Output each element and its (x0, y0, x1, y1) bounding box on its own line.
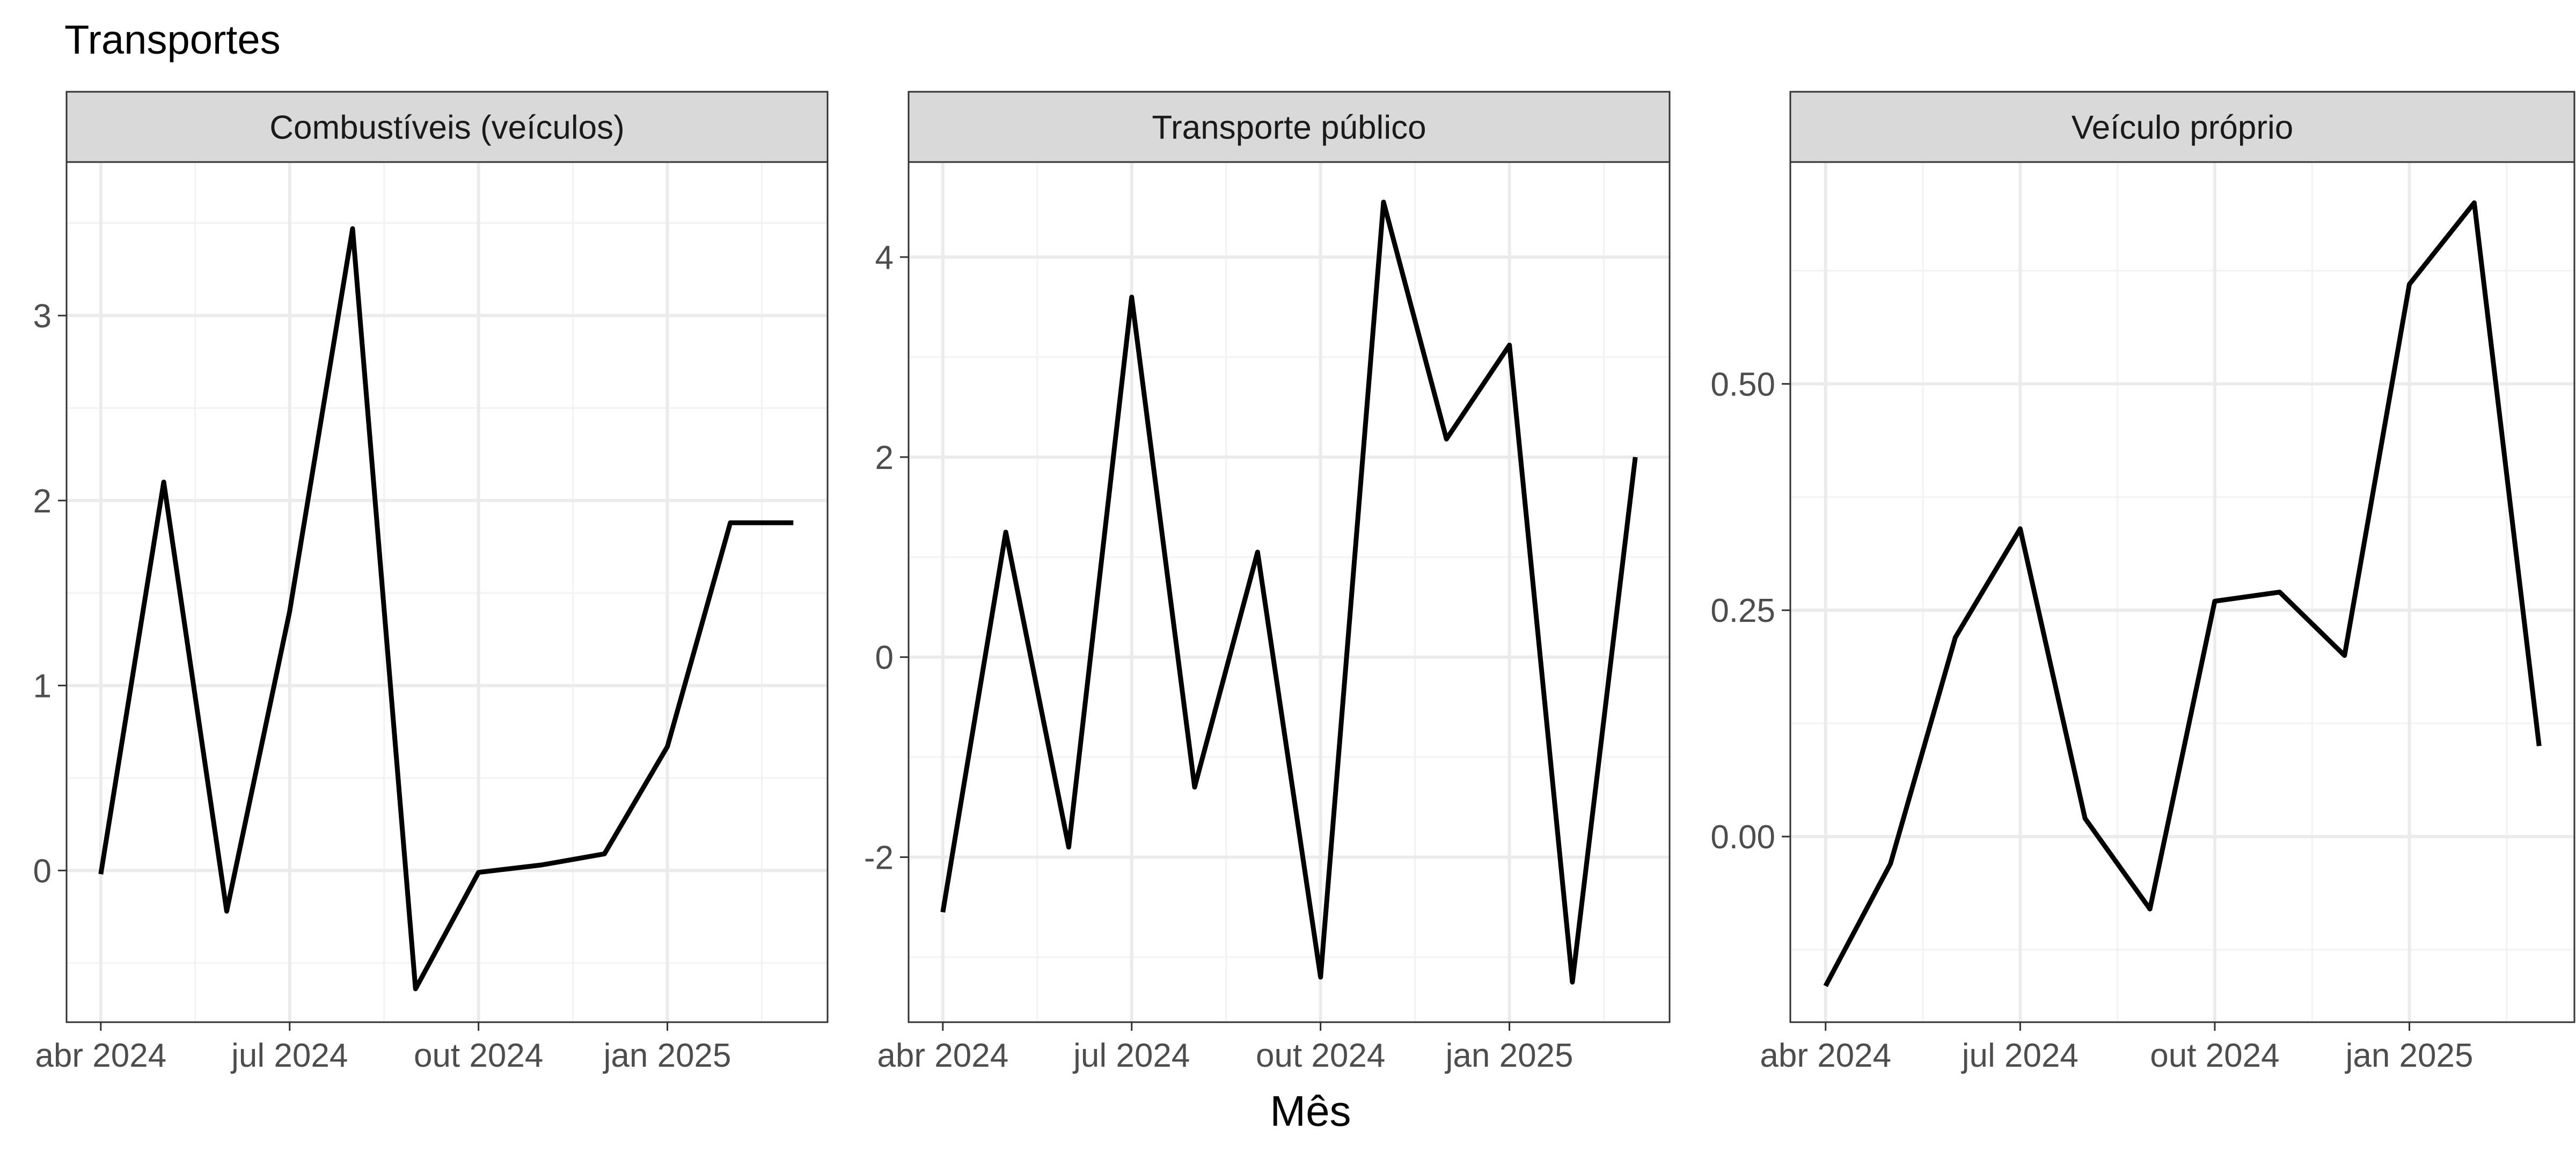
panel-background (67, 162, 828, 1022)
x-tick-label: abr 2024 (1760, 1037, 1891, 1074)
y-tick-label: -2 (864, 839, 894, 876)
x-tick-label: out 2024 (2150, 1037, 2279, 1074)
series-line-3 (1823, 200, 2542, 987)
y-tick-label: 4 (875, 239, 894, 276)
facet-strip-label: Combustíveis (veículos) (269, 109, 625, 146)
x-tick-label: abr 2024 (877, 1037, 1008, 1074)
y-tick-label: 0.50 (1710, 366, 1775, 403)
y-tick-label: 0 (875, 640, 894, 677)
x-tick-label: out 2024 (414, 1037, 543, 1074)
x-tick-label: jul 2024 (1072, 1037, 1190, 1074)
chart-title: Transportes (64, 17, 281, 63)
series-line-2 (940, 200, 1638, 985)
y-tick-label: 2 (33, 483, 52, 520)
facet-strip (1789, 91, 2575, 163)
x-tick-label: jan 2025 (1445, 1037, 1574, 1074)
x-tick-label: jul 2024 (230, 1037, 348, 1074)
x-tick-label: jul 2024 (1961, 1037, 2079, 1074)
facet-strip-label: Transporte público (1152, 109, 1426, 146)
panel-3: Veículo próprio 0.00 0.25 0.50 abr 2024 jul 2… (1710, 91, 2575, 1074)
y-tick-label: 0 (33, 853, 52, 890)
x-axis-title: Mês (1270, 1087, 1351, 1135)
x-tick-label: jan 2025 (603, 1037, 731, 1074)
x-tick-label: out 2024 (1256, 1037, 1385, 1074)
panel-1: Combustíveis (veículos) 0 1 2 3 abr 2024 jul 2… (33, 91, 829, 1074)
y-tick-label: 2 (875, 439, 894, 476)
y-tick-label: 0.25 (1710, 592, 1775, 629)
y-tick-label: 1 (33, 668, 52, 705)
y-tick-label: 3 (33, 298, 52, 335)
y-tick-label: 0.00 (1710, 819, 1775, 856)
panel-background (909, 162, 1670, 1022)
panel-background (1790, 162, 2574, 1022)
x-tick-label: jan 2025 (2345, 1037, 2473, 1074)
facet-strip (65, 91, 829, 163)
panel-2: Transporte público -2 0 2 4 abr 2024 jul 2024 o… (864, 91, 1671, 1074)
facet-strip-label: Veículo próprio (2072, 109, 2294, 146)
facet-strip (908, 91, 1671, 163)
series-line-1 (98, 226, 794, 992)
x-tick-label: abr 2024 (35, 1037, 166, 1074)
